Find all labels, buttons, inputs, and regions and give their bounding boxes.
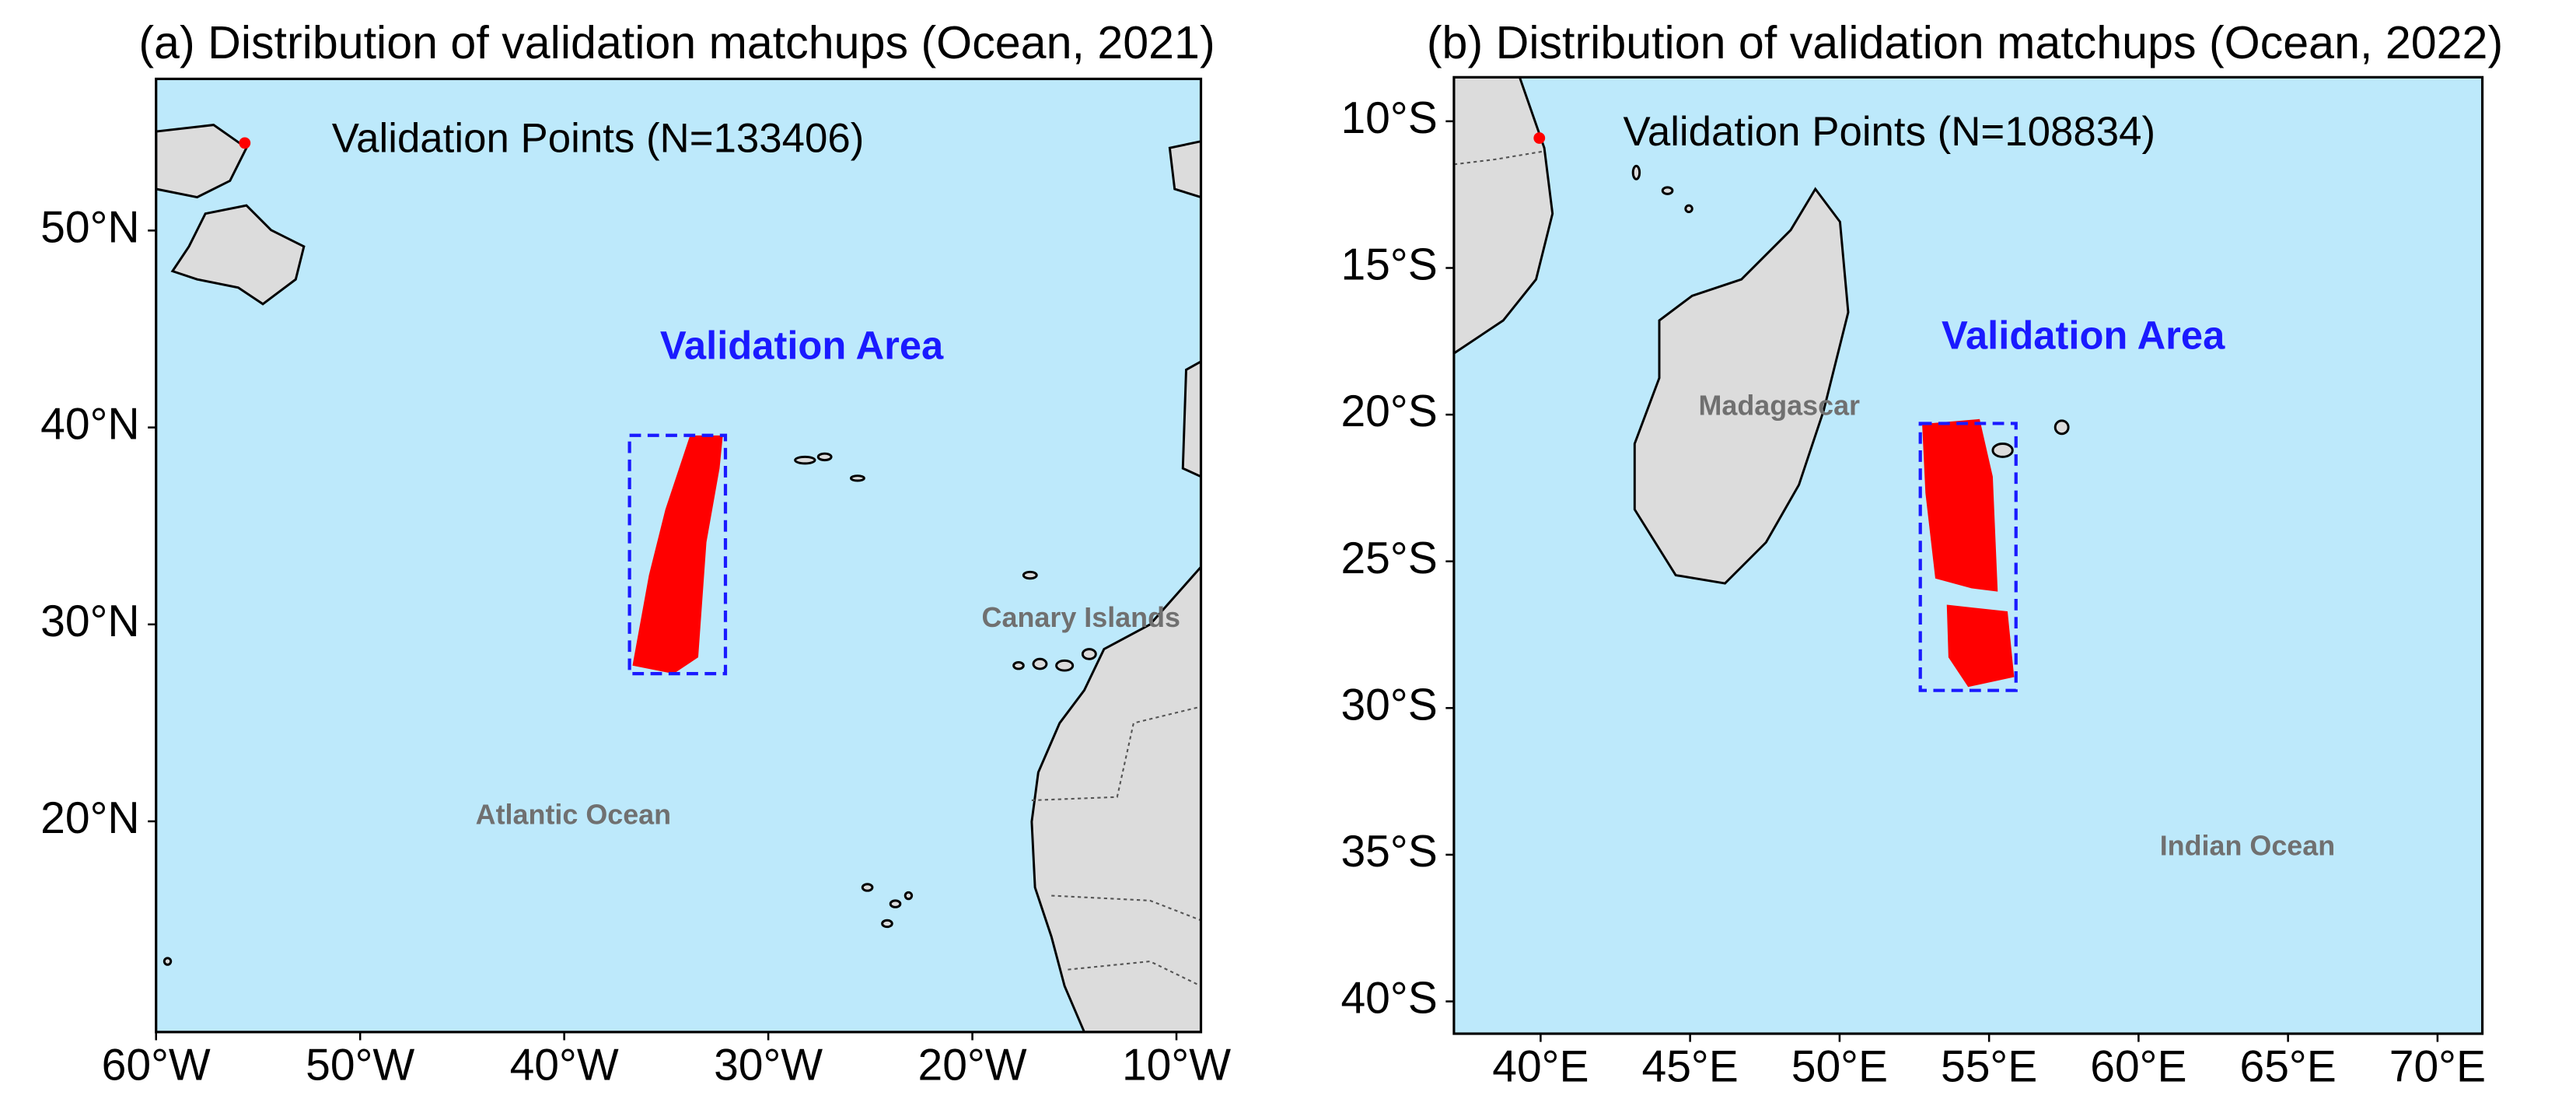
x-tick-label: 10°W [1122,1040,1231,1090]
land [1030,565,1201,1032]
y-tick-label: 30°N [40,597,139,646]
frame [1452,75,2484,1035]
legend-label: Validation Points (N=133406) [332,116,865,162]
legend-label: Validation Points (N=108834) [1624,109,2156,155]
y-tick-label: 20°N [40,793,139,843]
area-label: Validation Area [660,323,944,367]
x-tick-label: 45°E [1642,1042,1739,1092]
y-tick-label: 40°S [1340,974,1437,1024]
validation-points [1922,418,1998,592]
frame [155,77,1203,1034]
panel-title: (b) Distribution of validation matchups … [1427,16,2503,68]
x-tick-label: 40°E [1492,1042,1589,1092]
validation-points [632,435,723,674]
x-tick-label: 70°E [2389,1042,2486,1092]
y-tick-label: 20°S [1340,387,1437,436]
x-tick-label: 65°E [2239,1042,2336,1092]
validation-box [627,433,728,676]
place-label: Canary Islands [982,601,1180,633]
area-label: Validation Area [1942,313,2225,358]
y-tick-label: 40°N [40,400,139,450]
land [156,124,248,199]
y-tick-label: 30°S [1340,680,1437,730]
border [1453,150,1545,166]
x-tick-label: 50°W [306,1040,414,1090]
legend-marker [1533,132,1546,144]
x-tick-label: 60°E [2090,1042,2186,1092]
x-tick-label: 30°W [714,1040,823,1090]
islands [163,452,1097,966]
y-tick-label: 15°S [1340,240,1437,290]
x-tick-label: 55°E [1941,1042,2037,1092]
y-tick-label: 10°S [1340,93,1437,143]
place-label: Atlantic Ocean [476,799,671,831]
legend-marker [239,137,251,149]
land [170,204,306,306]
x-tick-label: 40°W [510,1040,619,1090]
x-tick-label: 20°W [918,1040,1027,1090]
y-tick-label: 25°S [1340,534,1437,583]
place-label: Indian Ocean [2160,830,2335,862]
map-a: Validation Points (N=133406) Validation … [138,16,1215,1034]
x-tick-label: 50°E [1791,1042,1888,1092]
land [1181,360,1201,478]
place-label: Madagascar [1698,389,1860,421]
y-tick-label: 35°S [1340,827,1437,877]
map-b: Validation Points (N=108834) Validation … [1427,16,2503,1035]
y-tick-label: 50°N [40,202,139,252]
islands [1631,164,2070,458]
land [1453,77,1554,355]
validation-points [1946,604,2015,688]
x-tick-label: 60°W [102,1040,211,1090]
panel-title: (a) Distribution of validation matchups … [138,16,1215,68]
land [1168,140,1201,199]
border [1031,705,1201,987]
land [1633,187,1850,585]
